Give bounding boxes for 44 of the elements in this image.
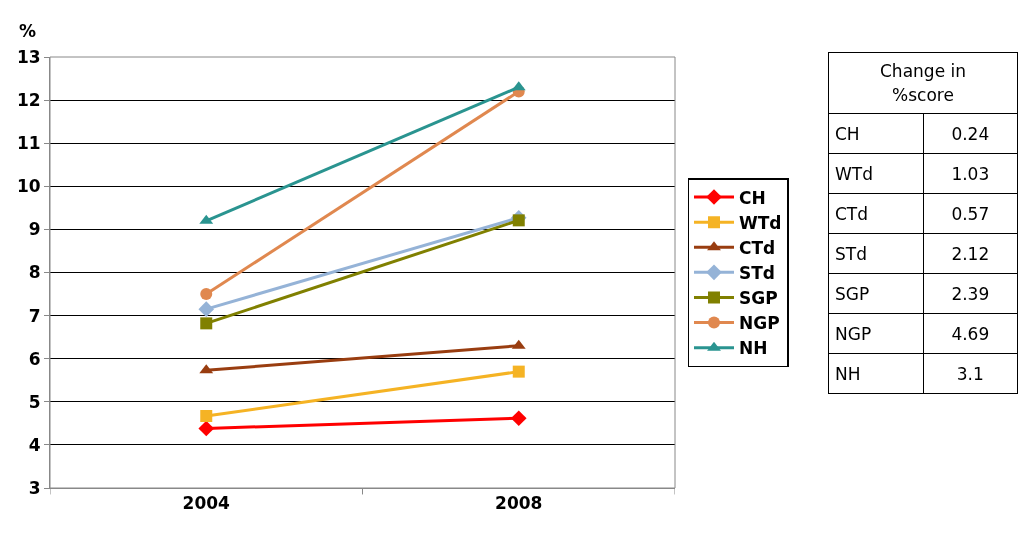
y-tick-label: 12 bbox=[16, 90, 41, 111]
category-label: WTd bbox=[828, 153, 924, 194]
point bbox=[510, 410, 527, 426]
point bbox=[512, 214, 525, 227]
y-axis-title: % bbox=[19, 21, 37, 41]
y-tick-label: 10 bbox=[16, 176, 41, 197]
data-label: 4.69 bbox=[923, 313, 1018, 354]
point bbox=[198, 420, 215, 437]
legend-label: CH bbox=[739, 187, 766, 208]
point bbox=[200, 317, 213, 330]
data-label: 0.24 bbox=[923, 113, 1018, 154]
legend-label: CTd bbox=[739, 237, 776, 258]
y-tick-label: 6 bbox=[28, 348, 41, 369]
data-label: 2.39 bbox=[923, 273, 1018, 314]
point bbox=[200, 410, 213, 423]
y-tick-label: 4 bbox=[28, 434, 41, 455]
category-label: NGP bbox=[828, 313, 924, 354]
y-tick-label: 7 bbox=[28, 305, 41, 326]
data-label: 0.57 bbox=[923, 193, 1018, 234]
text: Change in %score bbox=[828, 52, 1018, 114]
y-tick-label: 8 bbox=[28, 262, 41, 283]
y-tick-label: 9 bbox=[28, 219, 41, 240]
legend-label: SGP bbox=[739, 288, 778, 309]
legend-label: WTd bbox=[739, 212, 782, 233]
legend-label: NH bbox=[739, 338, 768, 359]
y-tick-label: 13 bbox=[16, 46, 41, 67]
data-label: 2.12 bbox=[923, 233, 1018, 274]
y-tick-label: 11 bbox=[16, 133, 41, 154]
point bbox=[512, 365, 525, 378]
point bbox=[198, 301, 215, 317]
legend-label: STd bbox=[739, 262, 776, 283]
category-label: NH bbox=[828, 353, 924, 394]
legend-label: NGP bbox=[739, 313, 780, 334]
y-tick-label: 3 bbox=[28, 477, 41, 498]
data-label: 3.1 bbox=[923, 353, 1018, 394]
category-label: CTd bbox=[828, 193, 924, 234]
category-label: CH bbox=[828, 113, 924, 154]
point bbox=[200, 288, 213, 301]
x-tick-label: 2004 bbox=[182, 493, 231, 514]
data-label: 1.03 bbox=[923, 153, 1018, 194]
x-tick-label: 2008 bbox=[495, 493, 543, 514]
category-label: SGP bbox=[828, 273, 924, 314]
category-label: STd bbox=[828, 233, 924, 274]
y-tick-label: 5 bbox=[28, 391, 41, 412]
